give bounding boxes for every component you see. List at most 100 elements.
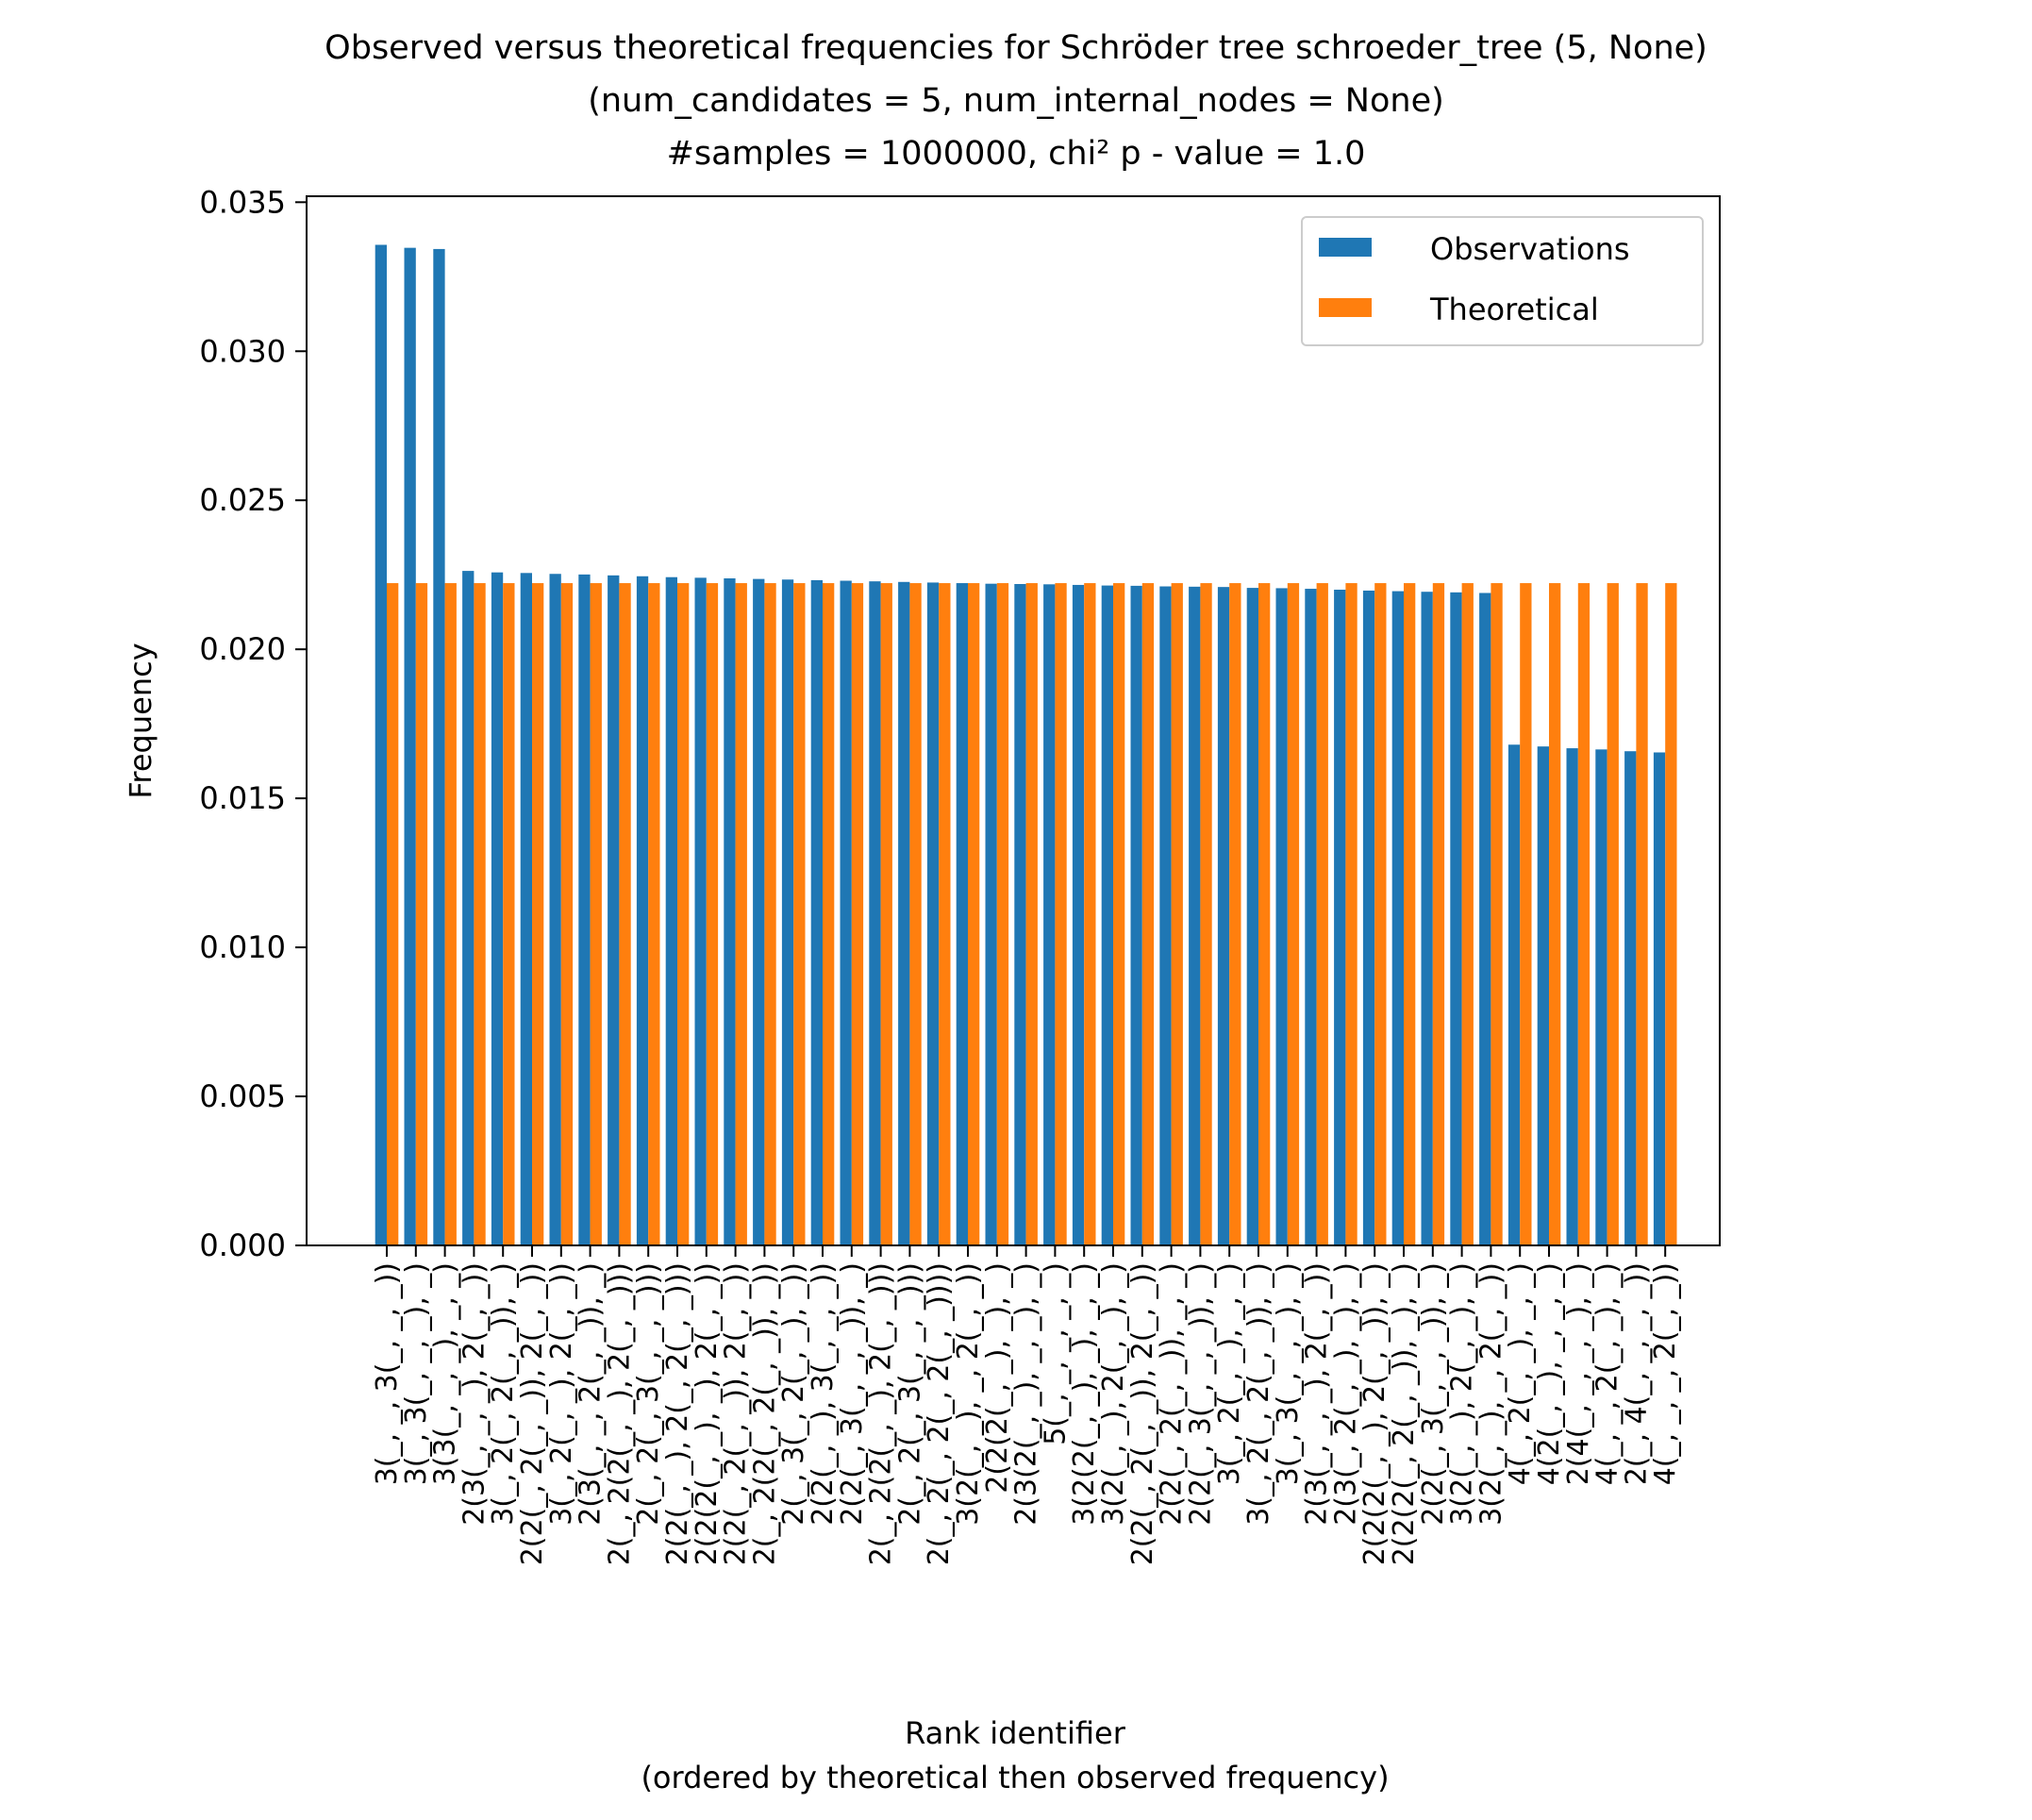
x-tick-label-42: 4(_, _, 2(_, _), _)	[1591, 1262, 1624, 1485]
theoretical-bar-34	[1374, 583, 1387, 1245]
theoretical-bar-4	[503, 583, 515, 1245]
theoretical-bar-28	[1200, 583, 1212, 1245]
theoretical-bar-9	[648, 583, 660, 1245]
x-tick-label-37: 3(2(_, _), 2(_, _), _)	[1446, 1262, 1479, 1526]
x-tick-label-10: 2(2(_, _), 2(_, 2(_, _)))	[661, 1262, 694, 1565]
y-tick-label-5: 0.025	[199, 482, 286, 518]
x-tick-label-1: 3(_, 3(_, _, _), _)	[400, 1262, 433, 1485]
theoretical-bar-20	[968, 583, 980, 1245]
observations-bar-8	[608, 575, 620, 1245]
theoretical-bar-6	[560, 583, 574, 1245]
x-tick-label-8: 2(_, 2(2(_, _), 2(_, _)))	[603, 1262, 636, 1565]
theoretical-bar-30	[1258, 583, 1271, 1245]
y-axis: 0.000 0.005 0.010 0.015 0.020 0.025 0.030 0.035	[199, 184, 307, 1263]
x-tick-label-20: 3(2(_, _), _, 2(_, _))	[952, 1262, 985, 1526]
theoretical-bar-16	[851, 583, 864, 1245]
observations-bar-12	[724, 578, 736, 1245]
observations-bar-14	[781, 579, 794, 1245]
x-tick-label-12: 2(2(_, 2(_, _)), 2(_, _))	[720, 1262, 753, 1565]
title-line-2: (num_candidates = 5, num_internal_nodes …	[588, 82, 1444, 120]
theoretical-bar-8	[619, 583, 631, 1245]
theoretical-bar-11	[706, 583, 719, 1245]
theoretical-bar-33	[1345, 583, 1357, 1245]
x-tick-label-7: 2(3(_, _, 2(_, _)), _)	[575, 1262, 608, 1526]
observations-bar-16	[840, 580, 852, 1245]
legend: Observations Theoretical	[1301, 216, 1704, 346]
x-axis: 3(_, _, 3(_, _, _))3(_, 3(_, _, _), _)3(…	[371, 1245, 1682, 1565]
x-tick-label-16: 2(2(_, 3(_, _, _)), _)	[836, 1262, 869, 1526]
plot-frame	[306, 195, 1721, 1246]
theoretical-bar-19	[939, 583, 951, 1245]
observations-bar-1	[404, 247, 416, 1245]
theoretical-bar-15	[823, 583, 835, 1245]
x-tick-label-18: 2(_, 2(_, 3(_, _, _)))	[893, 1262, 926, 1526]
bars-layer	[375, 244, 1677, 1245]
observations-bar-27	[1159, 586, 1172, 1245]
observations-bar-23	[1043, 584, 1056, 1245]
observations-bar-35	[1391, 591, 1404, 1245]
x-tick-label-3: 2(3(_, _, _), 2(_, _))	[458, 1262, 491, 1526]
x-tick-label-40: 4(2(_, _), _, _, _)	[1533, 1262, 1566, 1485]
theoretical-bar-1	[415, 583, 428, 1245]
y-tick-label-3: 0.015	[199, 780, 286, 816]
theoretical-bar-25	[1113, 583, 1125, 1245]
observations-bar-11	[694, 577, 707, 1245]
x-tick-label-11: 2(2(2(_, _), _), 2(_, _))	[691, 1262, 724, 1565]
observations-bar-2	[433, 248, 445, 1245]
y-tick-label-2: 0.010	[199, 929, 286, 965]
y-tick-label-1: 0.005	[199, 1078, 286, 1114]
x-tick-label-13: 2(_, 2(2(_, 2(_, _)), _))	[748, 1262, 781, 1565]
observations-bar-26	[1130, 585, 1142, 1245]
observations-bar-15	[810, 579, 823, 1245]
x-tick-label-32: 2(3(_, _, _), 2(_, _))	[1301, 1262, 1334, 1526]
theoretical-bar-5	[532, 583, 544, 1245]
legend-frame	[1301, 216, 1704, 346]
y-axis-label: Frequency	[123, 643, 158, 798]
theoretical-bar-35	[1404, 583, 1416, 1245]
theoretical-bar-38	[1491, 583, 1503, 1245]
theoretical-bar-18	[909, 583, 922, 1245]
x-tick-label-0: 3(_, _, 3(_, _, _))	[371, 1262, 404, 1485]
y-tick-label-7: 0.035	[199, 184, 286, 220]
observations-bar-24	[1072, 584, 1085, 1245]
observations-bar-9	[636, 576, 649, 1245]
observations-bar-25	[1101, 585, 1113, 1245]
observations-bar-5	[520, 573, 532, 1245]
observations-bar-19	[926, 582, 940, 1245]
theoretical-bar-36	[1432, 583, 1445, 1245]
theoretical-bar-23	[1055, 583, 1067, 1245]
x-tick-label-21: 2(2(2(_, _), _), _)	[981, 1262, 1014, 1494]
observations-bar-42	[1595, 749, 1607, 1245]
x-tick-label-17: 2(_, 2(2(_, _), 2(_, _)))	[865, 1262, 898, 1565]
observations-bar-40	[1537, 746, 1549, 1245]
theoretical-bar-2	[444, 583, 457, 1245]
x-tick-label-34: 2(2(2(_, _), 2(_, _)), _)	[1358, 1262, 1391, 1565]
x-tick-label-4: 3(_, 2(_, 2(_, _)), _)	[487, 1262, 520, 1526]
theoretical-bar-12	[735, 583, 747, 1245]
legend-swatch-observations	[1319, 238, 1372, 257]
x-tick-label-26: 2(2(_, 2(_, _)), 2(_, _))	[1126, 1262, 1159, 1565]
y-tick-label-4: 0.020	[199, 631, 286, 667]
theoretical-bar-7	[590, 583, 602, 1245]
x-tick-label-6: 3(_, 2(_, _), 2(_, _))	[545, 1262, 578, 1526]
theoretical-bar-26	[1141, 583, 1155, 1245]
x-tick-label-9: 2(_, 2(_, 3(_, _, _)))	[632, 1262, 665, 1526]
observations-bar-34	[1362, 590, 1375, 1245]
chart-title: Observed versus theoretical frequencies …	[325, 29, 1707, 173]
observations-bar-33	[1334, 590, 1346, 1245]
theoretical-bar-37	[1461, 583, 1474, 1245]
observations-bar-21	[985, 583, 997, 1245]
observations-bar-18	[898, 581, 910, 1245]
x-tick-label-2: 3(3(_, _, _), _, _)	[429, 1262, 462, 1485]
observations-bar-17	[869, 581, 881, 1245]
x-axis-label-line-2: (ordered by theoretical then observed fr…	[641, 1760, 1389, 1795]
x-tick-label-24: 3(2(2(_, _), _), _, _)	[1068, 1262, 1101, 1526]
observations-bar-37	[1450, 592, 1462, 1245]
x-tick-label-31: 3(_, 3(_, _, _), _)	[1272, 1262, 1305, 1485]
x-tick-label-41: 2(4(_, _, _, _), _)	[1562, 1262, 1595, 1485]
observations-bar-29	[1217, 587, 1230, 1245]
theoretical-bar-40	[1549, 583, 1561, 1245]
x-tick-label-23: 5(_, _, _, _, _)	[1039, 1262, 1072, 1445]
theoretical-bar-42	[1607, 583, 1619, 1245]
observations-bar-44	[1653, 752, 1666, 1245]
